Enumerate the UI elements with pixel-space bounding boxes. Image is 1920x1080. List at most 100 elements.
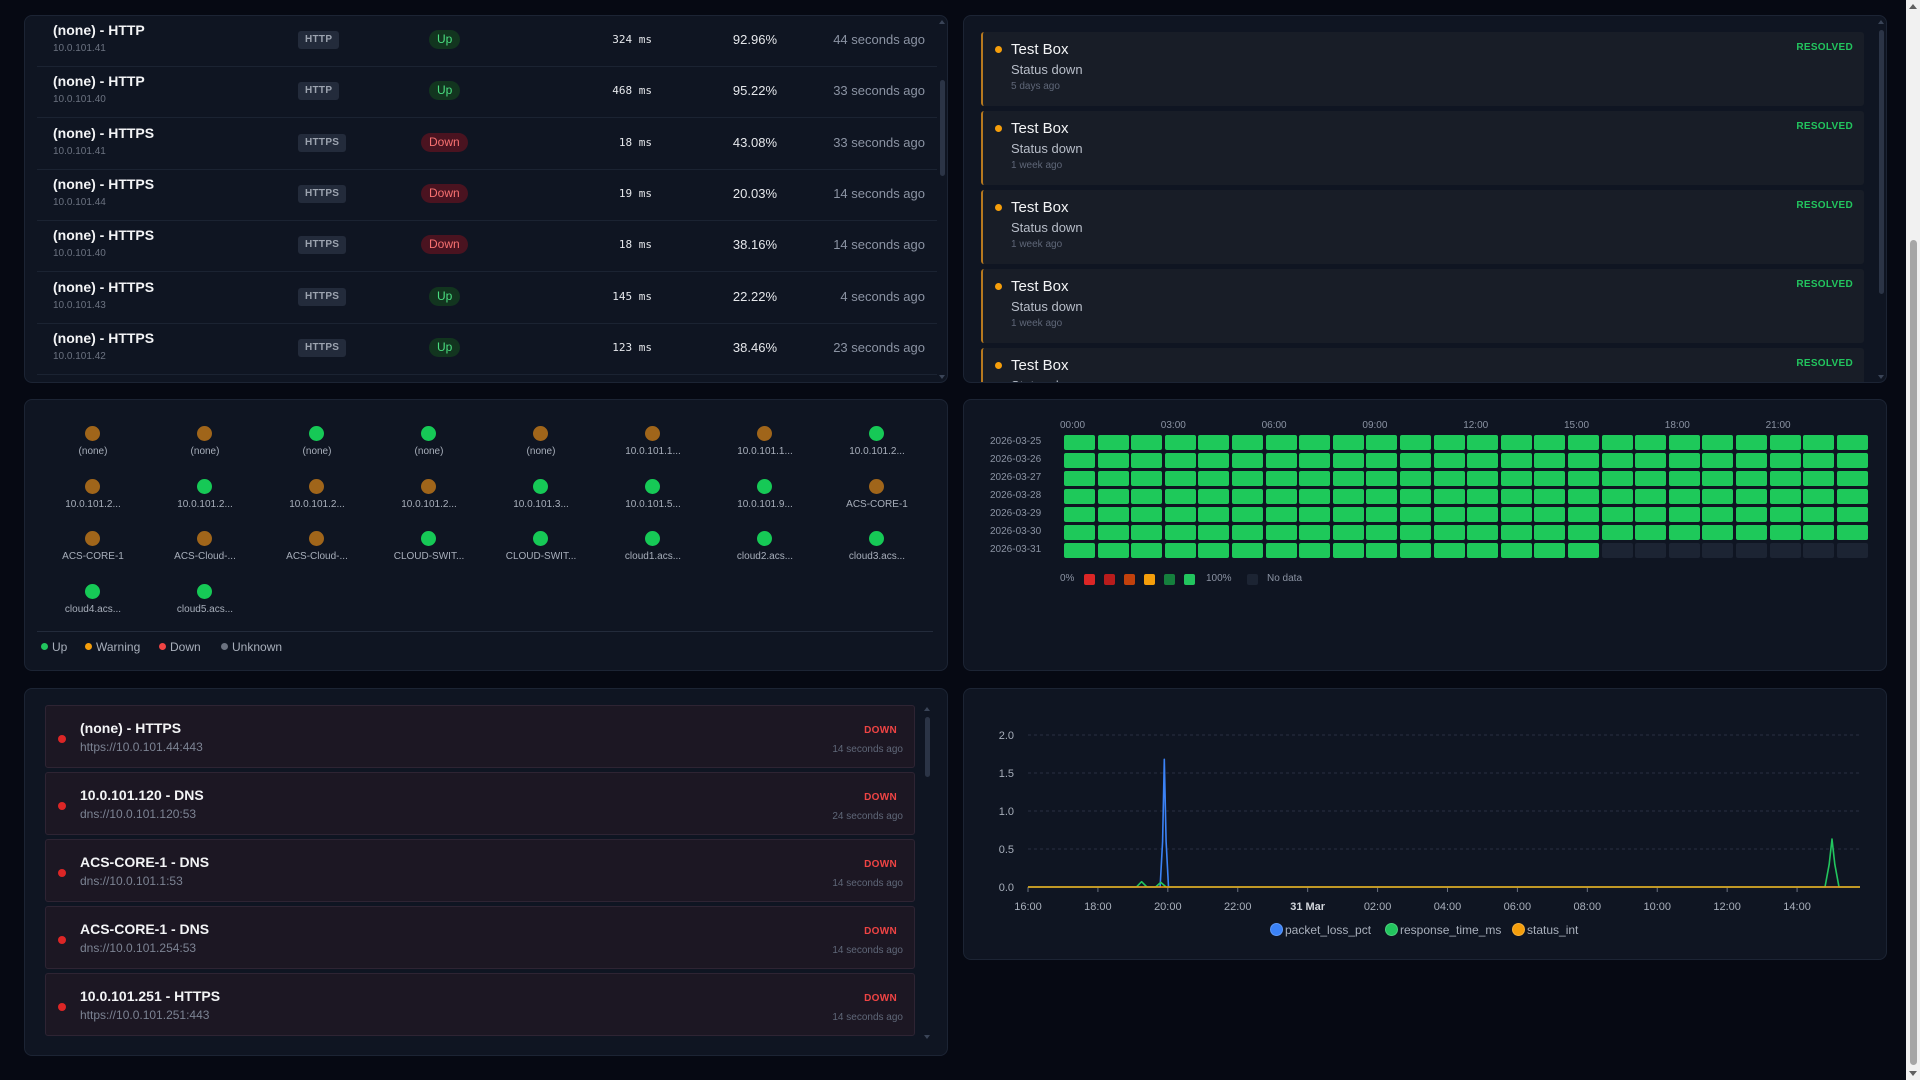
heatmap-cell[interactable] xyxy=(1433,525,1465,540)
down-list-scrollbar[interactable] xyxy=(925,717,930,777)
heatmap-cell[interactable] xyxy=(1568,453,1599,468)
heatmap-cell[interactable] xyxy=(1769,471,1801,486)
heatmap-cell[interactable] xyxy=(1836,525,1868,540)
heatmap-cell[interactable] xyxy=(1769,507,1801,522)
monitor-row[interactable]: (none) - HTTP 10.0.101.40 HTTP Up 468 ms 95.2… xyxy=(37,67,937,119)
heatmap-cell[interactable] xyxy=(1097,525,1129,540)
heatmap-cell[interactable] xyxy=(1467,489,1499,504)
host-node[interactable]: 10.0.101.2... xyxy=(149,471,261,515)
heatmap-cell[interactable] xyxy=(1769,489,1801,504)
heatmap-cell[interactable] xyxy=(1568,543,1599,558)
heatmap-cell[interactable] xyxy=(1064,525,1095,540)
chart-legend-item[interactable]: response_time_ms xyxy=(1385,923,1501,937)
heatmap-cell[interactable] xyxy=(1467,543,1499,558)
alert-card[interactable]: Test Box Status down 1 week ago RESOLVED xyxy=(981,111,1864,185)
heatmap-cell[interactable] xyxy=(1198,453,1230,468)
heatmap-cell[interactable] xyxy=(1534,543,1566,558)
heatmap-cell[interactable] xyxy=(1635,507,1667,522)
heatmap-cell[interactable] xyxy=(1299,543,1331,558)
heatmap-cell[interactable] xyxy=(1736,453,1767,468)
monitor-row[interactable]: (none) - HTTP 10.0.101.41 HTTP Up 324 ms 92.9… xyxy=(37,16,937,67)
heatmap-cell[interactable] xyxy=(1366,489,1398,504)
heatmap-cell[interactable] xyxy=(1601,435,1633,450)
heatmap-cell[interactable] xyxy=(1702,435,1734,450)
heatmap-cell[interactable] xyxy=(1500,507,1532,522)
heatmap-cell[interactable] xyxy=(1601,525,1633,540)
heatmap-cell[interactable] xyxy=(1097,453,1129,468)
heatmap-cell[interactable] xyxy=(1131,435,1163,450)
heatmap-cell[interactable] xyxy=(1500,435,1532,450)
scroll-up-arrow-icon[interactable] xyxy=(1878,20,1884,24)
heatmap-cell[interactable] xyxy=(1500,525,1532,540)
host-node[interactable]: ACS-Cloud-... xyxy=(149,523,261,567)
heatmap-cell[interactable] xyxy=(1400,453,1431,468)
heatmap-cell[interactable] xyxy=(1265,525,1297,540)
host-node[interactable]: (none) xyxy=(37,418,149,462)
heatmap-cell[interactable] xyxy=(1265,435,1297,450)
heatmap-cell[interactable] xyxy=(1265,453,1297,468)
heatmap-cell[interactable] xyxy=(1299,507,1331,522)
heatmap-cell[interactable] xyxy=(1433,507,1465,522)
alert-card[interactable]: Test Box Status down 1 week ago RESOLVED xyxy=(981,190,1864,264)
heatmap-cell[interactable] xyxy=(1131,471,1163,486)
heatmap-cell[interactable] xyxy=(1769,453,1801,468)
host-node[interactable]: 10.0.101.5... xyxy=(597,471,709,515)
heatmap-cell[interactable] xyxy=(1500,453,1532,468)
heatmap-cell[interactable] xyxy=(1400,525,1431,540)
heatmap-cell[interactable] xyxy=(1366,543,1398,558)
heatmap-cell[interactable] xyxy=(1366,525,1398,540)
heatmap-cell[interactable] xyxy=(1736,507,1767,522)
monitor-row[interactable]: (none) - HTTPS 10.0.101.43 HTTPS Up 145 ms 22… xyxy=(37,273,937,324)
heatmap-cell[interactable] xyxy=(1198,543,1230,558)
heatmap-cell[interactable] xyxy=(1736,435,1767,450)
heatmap-cell[interactable] xyxy=(1736,471,1767,486)
heatmap-cell[interactable] xyxy=(1668,489,1700,504)
heatmap-cell[interactable] xyxy=(1299,435,1331,450)
host-node[interactable]: ACS-CORE-1 xyxy=(821,471,933,515)
heatmap-cell[interactable] xyxy=(1299,471,1331,486)
heatmap-cell[interactable] xyxy=(1500,543,1532,558)
host-node[interactable]: 10.0.101.1... xyxy=(709,418,821,462)
heatmap-cell[interactable] xyxy=(1164,489,1196,504)
heatmap-cell[interactable] xyxy=(1332,543,1364,558)
heatmap-cell[interactable] xyxy=(1332,507,1364,522)
heatmap-cell[interactable] xyxy=(1601,471,1633,486)
heatmap-cell[interactable] xyxy=(1332,489,1364,504)
heatmap-cell[interactable] xyxy=(1668,471,1700,486)
heatmap-cell[interactable] xyxy=(1534,453,1566,468)
heatmap-cell[interactable] xyxy=(1232,471,1263,486)
heatmap-cell[interactable] xyxy=(1265,543,1297,558)
alert-card[interactable]: Test Box Status down 1 week ago RESOLVED xyxy=(981,269,1864,343)
host-node[interactable]: CLOUD-SWIT... xyxy=(373,523,485,567)
heatmap-cell[interactable] xyxy=(1534,489,1566,504)
host-node[interactable]: 10.0.101.2... xyxy=(261,471,373,515)
host-node[interactable]: 10.0.101.2... xyxy=(373,471,485,515)
host-node[interactable]: (none) xyxy=(485,418,597,462)
host-node[interactable]: cloud5.acs... xyxy=(149,576,261,620)
chart-legend-item[interactable]: status_int xyxy=(1512,923,1578,937)
host-node[interactable]: 10.0.101.2... xyxy=(821,418,933,462)
heatmap-cell[interactable] xyxy=(1500,489,1532,504)
heatmap-cell[interactable] xyxy=(1467,525,1499,540)
heatmap-cell[interactable] xyxy=(1332,453,1364,468)
heatmap-cell[interactable] xyxy=(1400,489,1431,504)
heatmap-cell[interactable] xyxy=(1601,543,1633,558)
heatmap-cell[interactable] xyxy=(1668,525,1700,540)
heatmap-cell[interactable] xyxy=(1299,489,1331,504)
heatmap-cell[interactable] xyxy=(1467,507,1499,522)
heatmap-cell[interactable] xyxy=(1534,507,1566,522)
heatmap-cell[interactable] xyxy=(1803,507,1835,522)
heatmap-cell[interactable] xyxy=(1198,489,1230,504)
heatmap-cell[interactable] xyxy=(1433,543,1465,558)
heatmap-cell[interactable] xyxy=(1702,489,1734,504)
heatmap-cell[interactable] xyxy=(1232,489,1263,504)
heatmap-cell[interactable] xyxy=(1064,507,1095,522)
heatmap-cell[interactable] xyxy=(1635,489,1667,504)
heatmap-cell[interactable] xyxy=(1198,435,1230,450)
alert-card[interactable]: Test Box Status down 5 days ago RESOLVED xyxy=(981,32,1864,106)
heatmap-cell[interactable] xyxy=(1164,471,1196,486)
heatmap-cell[interactable] xyxy=(1467,471,1499,486)
heatmap-cell[interactable] xyxy=(1299,453,1331,468)
heatmap-cell[interactable] xyxy=(1232,525,1263,540)
monitor-row[interactable]: (none) - HTTPS 10.0.101.44 HTTPS Down 19 ms 2… xyxy=(37,170,937,221)
